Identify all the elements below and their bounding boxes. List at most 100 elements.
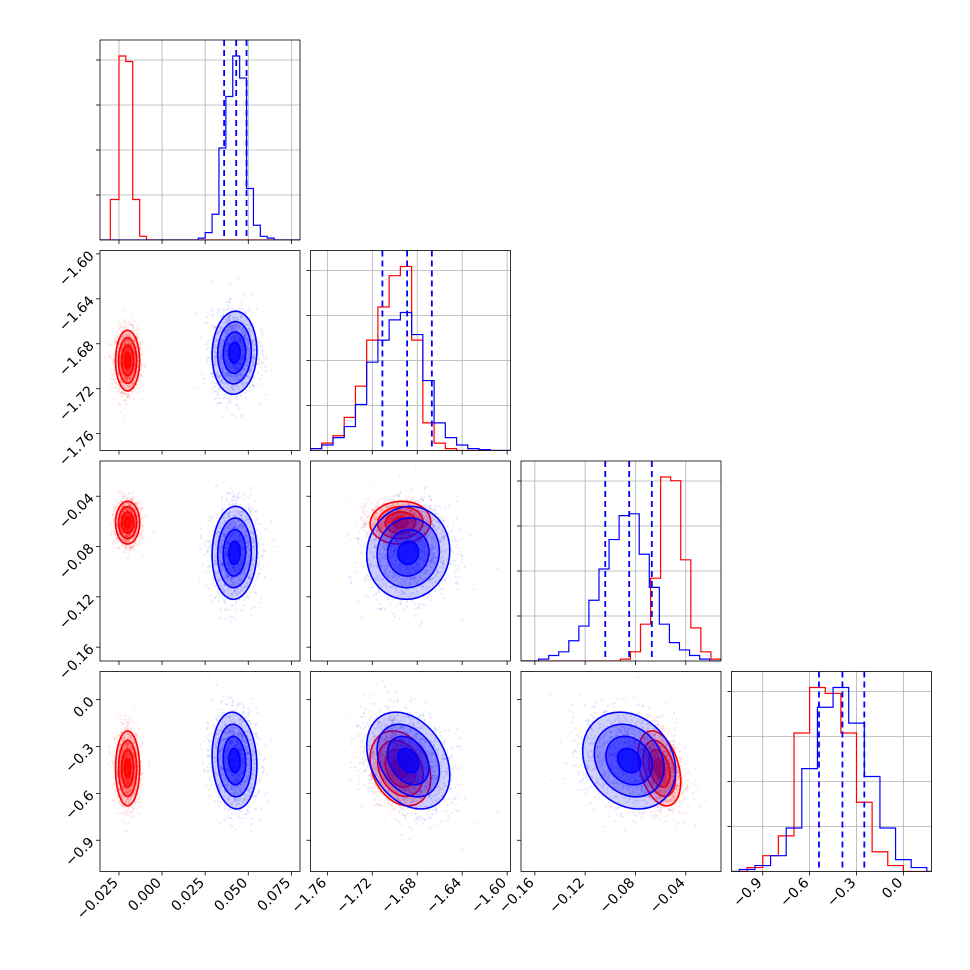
density-fill [228,342,241,364]
sample-point [252,361,255,365]
sample-point [236,336,239,340]
sample-point [239,362,242,366]
sample-point [130,343,133,346]
sample-point [125,535,129,539]
sample-point [126,395,129,398]
sample-point [235,366,239,370]
sample-point [119,339,122,342]
sample-point [123,350,127,353]
sample-point [127,368,130,371]
sample-point [132,380,135,383]
sample-point [246,340,250,343]
sample-point [133,364,137,368]
sample-point [225,405,228,408]
sample-point [248,306,251,309]
sample-point [233,318,236,321]
sample-point [226,340,230,344]
sample-point [230,375,233,378]
sample-point [225,342,229,345]
sample-point [112,516,115,520]
sample-point [114,341,118,344]
sample-point [129,352,133,356]
sample-point [216,372,219,375]
sample-point [238,325,242,329]
contour-line [222,331,247,375]
sample-point [140,384,144,388]
sample-point [124,339,128,343]
sample-point [226,358,230,361]
sample-point [121,374,125,377]
sample-point [137,543,141,546]
sample-point [250,384,254,387]
sample-point [225,374,228,377]
sample-point [254,500,257,503]
sample-point [247,375,251,379]
sample-point [206,342,209,345]
sample-point [127,376,131,379]
sample-point [231,376,234,379]
sample-point [245,358,249,361]
sample-point [138,346,142,350]
sample-point [221,365,225,368]
sample-point [128,546,132,549]
sample-point [256,362,259,366]
sample-point [125,528,128,532]
sample-point [121,344,125,348]
sample-point [125,370,128,373]
sample-point [246,365,249,368]
sample-point [223,599,226,602]
sample-point [105,341,108,345]
sample-point [237,407,240,410]
sample-point [130,359,134,363]
sample-point [124,369,128,372]
sample-point [132,348,135,351]
sample-point [244,362,247,366]
sample-point [230,328,233,331]
sample-point [129,509,133,513]
sample-point [247,327,251,330]
sample-point [118,403,122,407]
scatter-panel [99,250,301,451]
sample-point [125,346,129,349]
sample-point [128,396,132,400]
sample-point [217,376,221,379]
sample-point [239,373,242,376]
sample-point [211,371,214,374]
sample-point [247,377,251,380]
sample-point [132,497,136,501]
sample-point [127,528,130,532]
sample-point [226,343,229,346]
sample-point [124,369,127,372]
sample-point [242,345,245,349]
sample-point [127,369,131,373]
sample-point [241,370,244,373]
sample-point [227,363,231,366]
sample-point [248,348,251,351]
sample-point [130,393,133,396]
sample-point [231,339,234,342]
sample-point [120,410,123,414]
sample-point [128,368,131,371]
sample-point [235,369,239,372]
sample-point [139,368,142,371]
sample-point [140,506,143,510]
sample-point [121,343,125,347]
sample-point [227,329,231,333]
sample-point [132,380,136,383]
contour-line [211,310,258,396]
sample-point [126,533,129,537]
sample-point [241,350,245,353]
sample-point [122,352,126,355]
sample-point [226,318,230,321]
sample-point [122,343,125,346]
sample-point [228,329,231,333]
sample-point [208,363,212,367]
sample-point [225,328,229,331]
sample-point [140,362,143,365]
sample-point [222,393,226,396]
sample-point [127,348,131,352]
sample-point [245,376,248,379]
sample-point [233,366,237,369]
sample-point [244,334,248,337]
sample-point [238,377,241,380]
